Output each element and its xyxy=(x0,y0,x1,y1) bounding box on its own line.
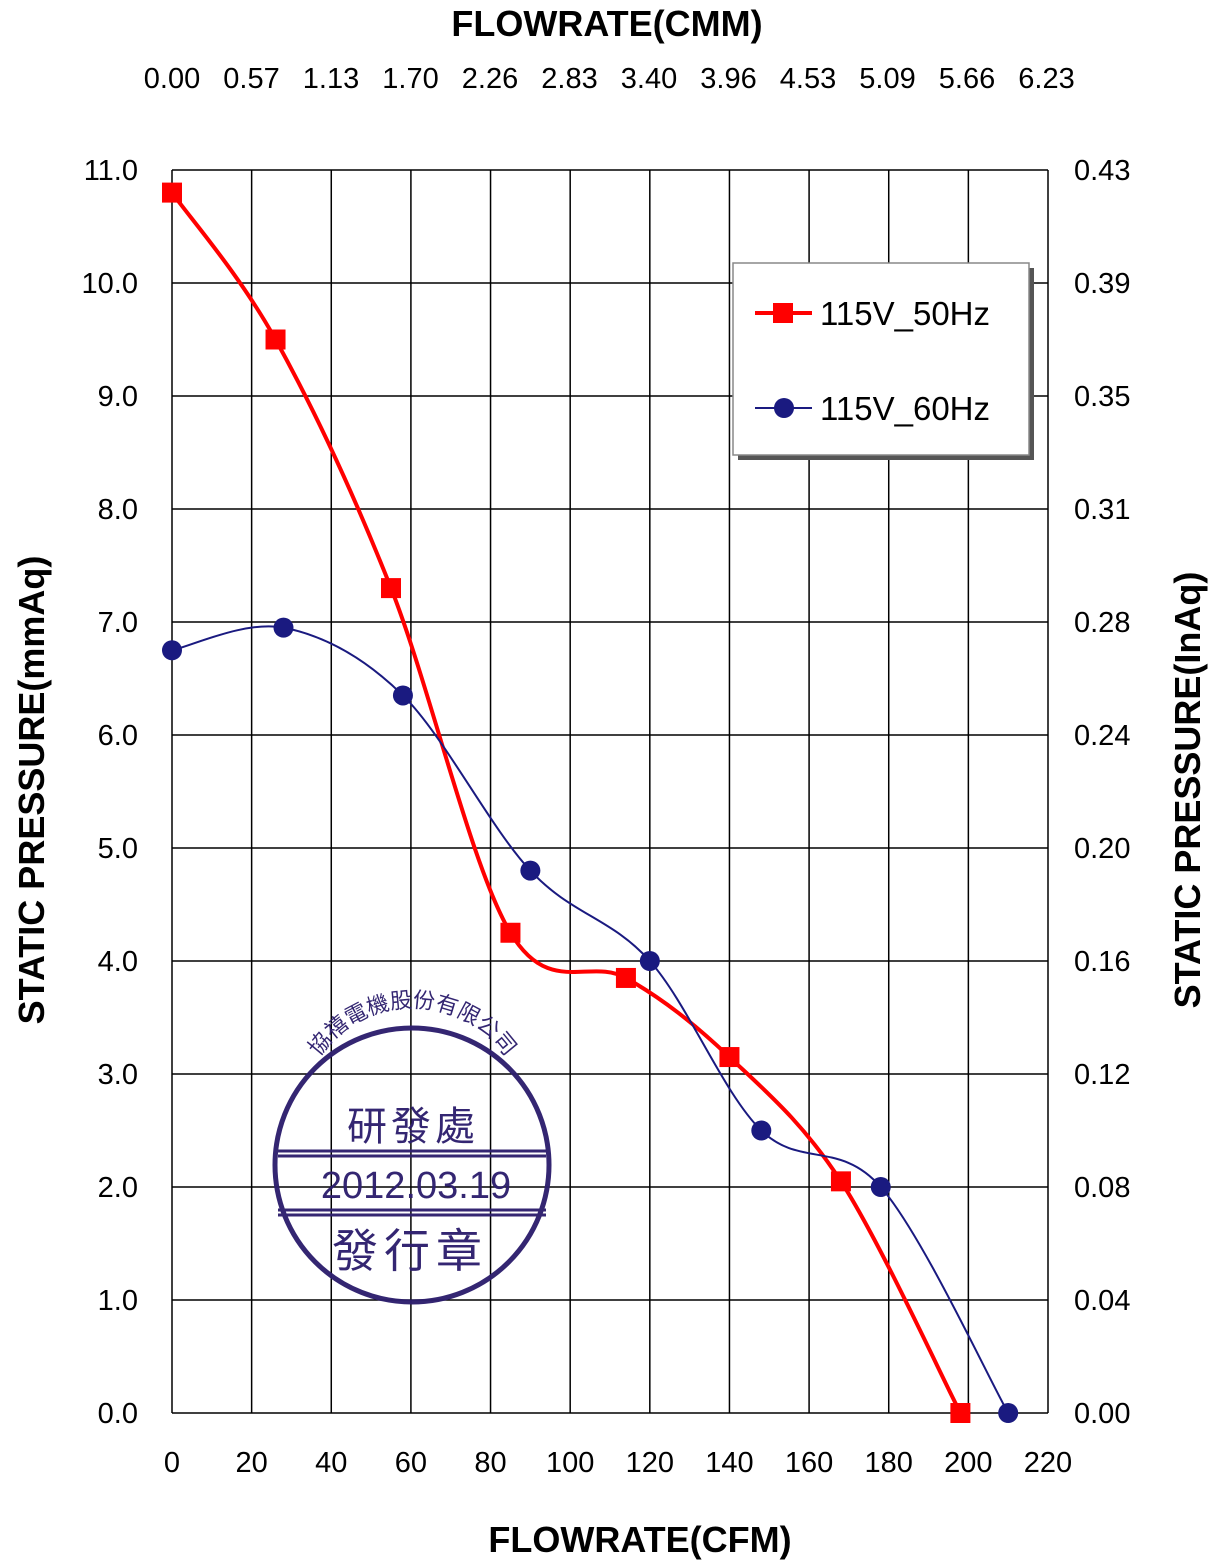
y-tick-label: 10.0 xyxy=(82,268,138,300)
x2-tick-label: 0.00 xyxy=(144,63,200,95)
y-tick-label: 2.0 xyxy=(98,1172,138,1204)
y2-tick-label: 0.20 xyxy=(1074,833,1130,865)
x2-axis-title: FLOWRATE(CMM) xyxy=(451,3,762,44)
data-point-marker-square xyxy=(830,1171,851,1192)
y-tick-label: 0.0 xyxy=(98,1398,138,1430)
x-tick-label: 200 xyxy=(944,1447,992,1479)
y-axis-title: STATIC PRESSURE(mmAq) xyxy=(11,556,52,1025)
x2-tick-label: 6.23 xyxy=(1018,63,1074,95)
legend: 115V_50Hz 115V_60Hz xyxy=(732,262,1034,460)
x-tick-label: 20 xyxy=(236,1447,268,1479)
y2-tick-label: 0.35 xyxy=(1074,381,1130,413)
x2-tick-label: 3.40 xyxy=(621,63,677,95)
data-point-marker-circle xyxy=(998,1403,1019,1423)
x-tick-label: 140 xyxy=(705,1447,753,1479)
y2-tick-label: 0.28 xyxy=(1074,607,1130,639)
y2-tick-label: 0.08 xyxy=(1074,1172,1130,1204)
series-line-1 xyxy=(171,625,1010,1414)
data-point-marker-circle xyxy=(273,617,294,638)
x2-tick-label: 4.53 xyxy=(780,63,836,95)
x-axis-title: FLOWRATE(CFM) xyxy=(488,1519,791,1560)
company-seal-stamp: 協禧電機股份有限公司 研發處 2012.03.19 發行章 xyxy=(272,988,552,1305)
data-point-marker-circle xyxy=(870,1177,891,1197)
y-tick-label: 1.0 xyxy=(98,1285,138,1317)
y2-tick-label: 0.00 xyxy=(1074,1398,1130,1430)
data-point-marker-square xyxy=(615,967,636,988)
x-tick-label: 220 xyxy=(1024,1447,1072,1479)
data-point-marker-circle xyxy=(639,951,660,971)
data-point-marker-square xyxy=(950,1403,971,1423)
y2-tick-label: 0.16 xyxy=(1074,946,1130,978)
y2-tick-label: 0.04 xyxy=(1074,1285,1130,1317)
x-tick-label: 40 xyxy=(315,1447,347,1479)
legend-box xyxy=(732,262,1030,456)
y-tick-label: 9.0 xyxy=(98,381,138,413)
x2-tick-label: 3.96 xyxy=(700,63,756,95)
x-tick-label: 60 xyxy=(395,1447,427,1479)
seal-date: 2012.03.19 xyxy=(321,1165,511,1207)
y-tick-label: 11.0 xyxy=(84,155,138,187)
legend-label-60hz: 115V_60Hz xyxy=(820,390,990,427)
data-point-marker-square xyxy=(162,182,182,203)
y-tick-label: 3.0 xyxy=(98,1059,138,1091)
y2-tick-label: 0.43 xyxy=(1074,155,1130,187)
x2-tick-label: 0.57 xyxy=(223,63,279,95)
data-point-marker-circle xyxy=(392,685,413,706)
y2-tick-label: 0.12 xyxy=(1074,1059,1130,1091)
y2-tick-label: 0.39 xyxy=(1074,268,1130,300)
y-tick-label: 5.0 xyxy=(98,833,138,865)
y-tick-label: 7.0 xyxy=(98,607,138,639)
x2-tick-label: 5.66 xyxy=(939,63,995,95)
x-tick-label: 100 xyxy=(546,1447,594,1479)
data-point-marker-circle xyxy=(520,860,541,881)
data-point-marker-circle xyxy=(162,640,182,661)
x-tick-label: 0 xyxy=(164,1447,180,1479)
x2-tick-label: 1.70 xyxy=(382,63,438,95)
x-tick-label: 120 xyxy=(626,1447,674,1479)
seal-department: 研發處 xyxy=(347,1104,479,1150)
x-tick-label: 160 xyxy=(785,1447,833,1479)
x-tick-label: 180 xyxy=(865,1447,913,1479)
legend-marker-50hz xyxy=(773,303,793,323)
seal-outer-ring xyxy=(272,1025,552,1305)
x-tick-label: 80 xyxy=(474,1447,506,1479)
y-tick-label: 8.0 xyxy=(98,494,138,526)
series-layer xyxy=(162,182,1019,1423)
data-point-marker-circle xyxy=(751,1120,772,1141)
x2-tick-label: 2.26 xyxy=(462,63,518,95)
y2-tick-label: 0.24 xyxy=(1074,720,1130,752)
y2-axis-title: STATIC PRESSURE(InAq) xyxy=(1167,572,1208,1009)
legend-label-50hz: 115V_50Hz xyxy=(820,295,990,332)
x2-tick-label: 5.09 xyxy=(859,63,915,95)
x2-tick-label: 2.83 xyxy=(541,63,597,95)
data-point-marker-square xyxy=(719,1047,740,1068)
legend-marker-60hz xyxy=(774,398,794,418)
y-tick-label: 6.0 xyxy=(98,720,138,752)
seal-label: 發行章 xyxy=(332,1224,488,1278)
data-point-marker-square xyxy=(265,329,286,350)
data-point-marker-square xyxy=(500,922,521,943)
data-point-marker-square xyxy=(381,578,401,599)
x2-tick-label: 1.13 xyxy=(303,63,359,95)
y-tick-label: 4.0 xyxy=(98,946,138,978)
y2-tick-label: 0.31 xyxy=(1074,494,1130,526)
tick-labels: 0 0.00 20 0.57 40 1.13 60 1.70 80 2.26 100 2.83 120 3… xyxy=(82,63,1131,1479)
